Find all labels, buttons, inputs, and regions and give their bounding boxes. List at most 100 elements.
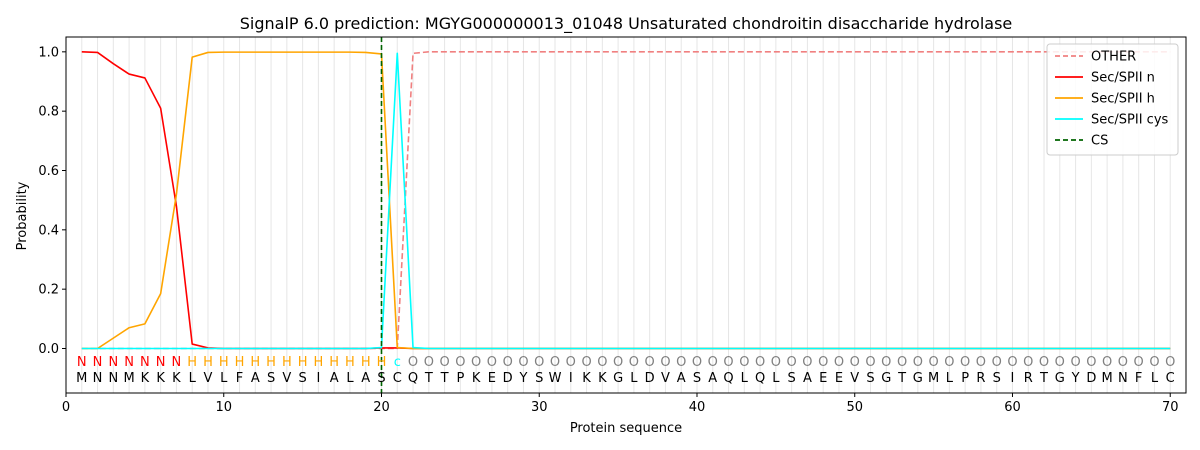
- region-label-65: O: [1086, 355, 1096, 370]
- region-label-63: O: [1055, 355, 1065, 370]
- region-label-5: N: [140, 355, 150, 370]
- y-tick-label-0.4: 0.4: [38, 223, 59, 238]
- residue-label-8: L: [189, 371, 197, 386]
- residue-label-24: T: [440, 371, 449, 386]
- region-label-36: O: [629, 355, 639, 370]
- residue-label-2: N: [93, 371, 103, 386]
- x-tick-label-50: 50: [846, 400, 863, 415]
- residue-label-6: K: [156, 371, 165, 386]
- residue-label-13: S: [267, 371, 275, 386]
- region-label-42: O: [723, 355, 733, 370]
- legend-label-1: Sec/SPII n: [1091, 71, 1155, 86]
- residue-label-39: A: [677, 371, 686, 386]
- residue-label-35: G: [613, 371, 623, 386]
- region-label-31: O: [550, 355, 560, 370]
- region-label-12: H: [250, 355, 260, 370]
- residue-label-55: M: [928, 371, 939, 386]
- legend-label-0: OTHER: [1091, 50, 1136, 65]
- region-label-56: O: [944, 355, 954, 370]
- region-label-54: O: [913, 355, 923, 370]
- region-label-16: H: [314, 355, 324, 370]
- residue-label-57: P: [961, 371, 969, 386]
- region-label-39: O: [676, 355, 686, 370]
- region-label-66: O: [1102, 355, 1112, 370]
- residue-label-34: K: [598, 371, 607, 386]
- region-label-68: O: [1134, 355, 1144, 370]
- region-label-61: O: [1023, 355, 1033, 370]
- region-label-19: H: [361, 355, 371, 370]
- region-label-67: O: [1118, 355, 1128, 370]
- region-label-64: O: [1070, 355, 1080, 370]
- region-label-35: O: [613, 355, 623, 370]
- region-label-9: H: [203, 355, 213, 370]
- y-axis-label: Probability: [15, 181, 30, 250]
- y-axis-ticks: 0.0 0.2 0.4 0.6 0.8 1.0: [38, 45, 66, 357]
- residue-label-27: E: [488, 371, 496, 386]
- residue-label-38: V: [661, 371, 670, 386]
- region-label-69: O: [1149, 355, 1159, 370]
- y-tick-label-1: 1.0: [38, 45, 59, 60]
- residue-label-66: M: [1102, 371, 1113, 386]
- residue-label-7: K: [172, 371, 181, 386]
- region-label-30: O: [534, 355, 544, 370]
- y-tick-label-0.8: 0.8: [38, 105, 59, 120]
- plot-frame: [65, 36, 1187, 394]
- region-label-32: O: [566, 355, 576, 370]
- residue-label-46: S: [788, 371, 796, 386]
- series-line-3: [81, 52, 1171, 350]
- region-label-13: H: [266, 355, 276, 370]
- residue-label-4: M: [123, 371, 134, 386]
- residue-label-42: Q: [723, 371, 733, 386]
- legend-label-3: Sec/SPII cys: [1091, 113, 1169, 128]
- residue-label-29: Y: [518, 371, 527, 386]
- region-label-4: N: [124, 355, 134, 370]
- region-label-50: O: [850, 355, 860, 370]
- region-label-40: O: [692, 355, 702, 370]
- region-label-33: O: [581, 355, 591, 370]
- residue-label-44: Q: [755, 371, 765, 386]
- residue-label-10: L: [220, 371, 228, 386]
- region-label-14: H: [282, 355, 292, 370]
- residue-label-19: A: [361, 371, 370, 386]
- region-label-60: O: [1007, 355, 1017, 370]
- series-lines: [81, 37, 1171, 393]
- x-tick-label-0: 0: [62, 400, 70, 415]
- region-label-62: O: [1039, 355, 1049, 370]
- region-label-24: O: [439, 355, 449, 370]
- residue-label-14: V: [282, 371, 291, 386]
- residue-label-45: L: [772, 371, 780, 386]
- residue-label-26: K: [472, 371, 481, 386]
- residue-label-56: L: [946, 371, 954, 386]
- region-label-38: O: [660, 355, 670, 370]
- region-label-52: O: [881, 355, 891, 370]
- residue-label-17: A: [330, 371, 339, 386]
- region-label-10: H: [219, 355, 229, 370]
- residue-label-1: M: [76, 371, 87, 386]
- residue-label-31: W: [549, 371, 562, 386]
- sequence-labels: NMNNNNNMNKNKNKHLHVHLHFHAHSHVHSHIHAHLHAHS…: [76, 355, 1175, 386]
- residue-label-53: T: [897, 371, 906, 386]
- residue-label-21: C: [393, 371, 402, 386]
- x-tick-label-70: 70: [1162, 400, 1179, 415]
- residue-label-69: L: [1151, 371, 1159, 386]
- region-label-20: H: [377, 355, 387, 370]
- region-label-21: c: [394, 355, 401, 370]
- chart-title: SignalP 6.0 prediction: MGYG000000013_01…: [240, 14, 1013, 34]
- residue-label-11: F: [236, 371, 243, 386]
- residue-label-43: L: [741, 371, 749, 386]
- residue-label-64: Y: [1071, 371, 1080, 386]
- residue-label-28: D: [503, 371, 513, 386]
- region-label-7: N: [172, 355, 182, 370]
- residue-label-59: S: [993, 371, 1001, 386]
- region-label-8: H: [187, 355, 197, 370]
- region-label-57: O: [960, 355, 970, 370]
- region-label-17: H: [329, 355, 339, 370]
- residue-label-61: R: [1024, 371, 1033, 386]
- region-label-11: H: [235, 355, 245, 370]
- x-tick-label-60: 60: [1004, 400, 1021, 415]
- residue-label-51: S: [866, 371, 874, 386]
- residue-label-68: F: [1135, 371, 1142, 386]
- region-label-45: O: [771, 355, 781, 370]
